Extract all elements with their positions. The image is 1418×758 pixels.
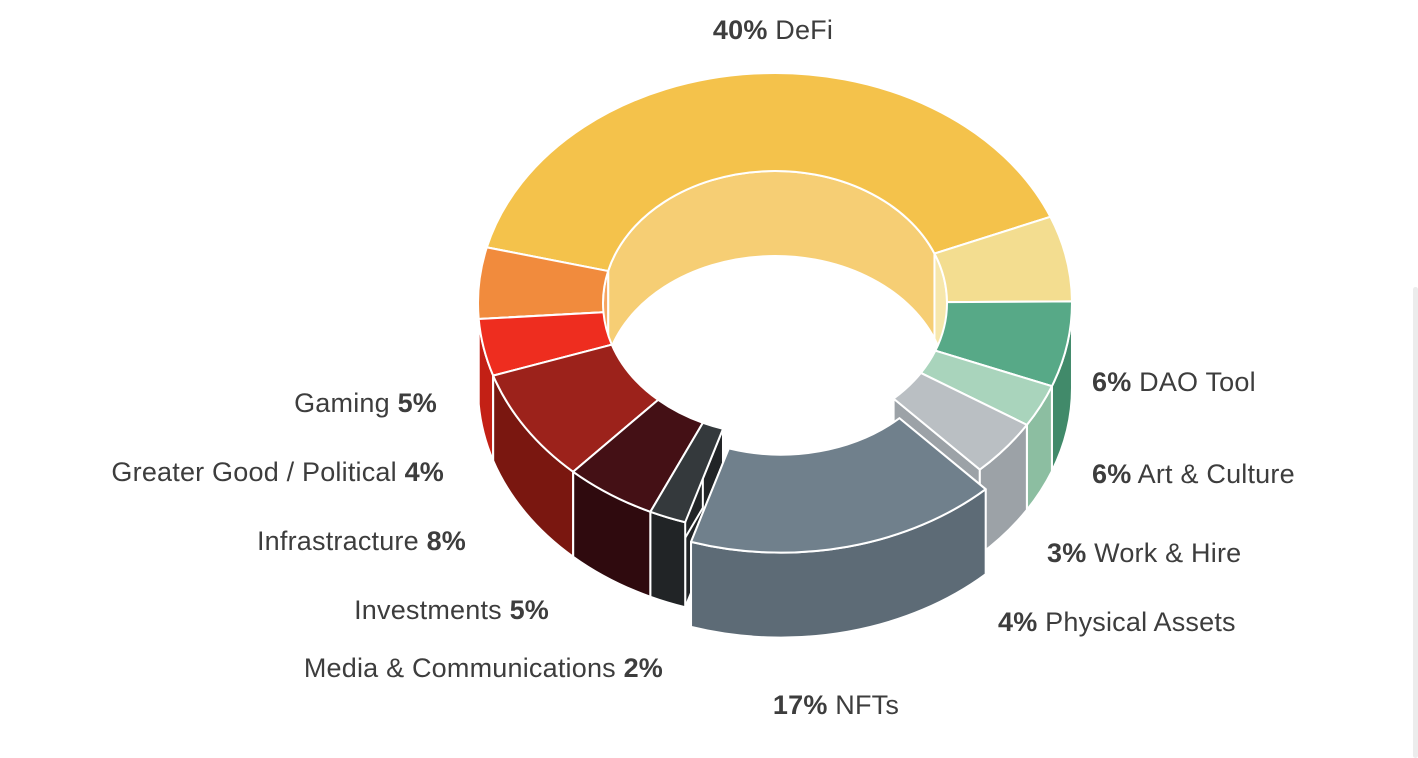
slice-physical-assets-top [892,371,1028,471]
slice-defi-top [485,72,1052,273]
slice-media-communications-top [649,421,724,524]
scrollbar[interactable] [1413,287,1418,758]
slice-infrastracture-top [492,343,660,473]
slice-greater-good-political-top [477,311,613,377]
slice-media-communications-outer-wall [649,510,687,609]
slice-nfts-top [690,417,987,554]
slice-investments-top [572,398,704,513]
slice-gaming-top [477,246,610,321]
